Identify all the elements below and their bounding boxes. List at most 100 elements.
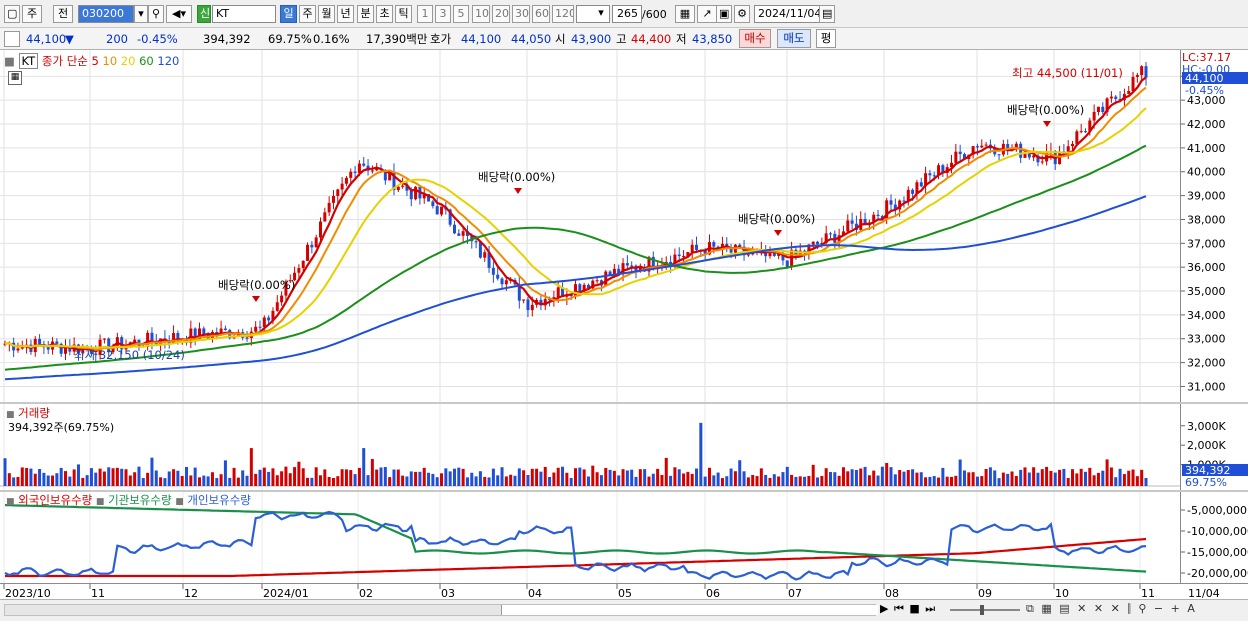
prev-mode-button[interactable]: 전 — [53, 5, 73, 23]
volume-bar — [513, 475, 517, 486]
candle-body — [55, 341, 59, 344]
volume-bar — [599, 475, 603, 486]
volume-bar — [349, 470, 353, 486]
price-chart-panel[interactable]: 최고 44,500 (11/01) 최저 32,150 (10/24) 배당락(0.… — [0, 50, 1180, 402]
interval-60-button[interactable]: 60 — [532, 5, 550, 23]
draw-tool-icon[interactable]: ↗ — [697, 5, 717, 23]
calendar-icon[interactable]: ▤ — [819, 5, 835, 23]
candle-body — [111, 346, 115, 353]
grid-icon[interactable]: ▦ — [1041, 602, 1054, 615]
candle-body — [1019, 143, 1023, 158]
interval-dropdown-icon[interactable]: ▾ — [598, 6, 604, 19]
candle-body — [703, 250, 707, 255]
candle-body — [46, 347, 50, 350]
period-week-button[interactable]: 주 — [299, 5, 316, 23]
grid-table-icon[interactable]: ▦ — [8, 71, 22, 85]
buy-button[interactable]: 매수 — [739, 29, 771, 48]
window-icon[interactable]: ▢ — [4, 5, 20, 23]
candle-body — [465, 231, 469, 236]
candle-body — [197, 328, 201, 340]
volume-panel[interactable]: ■ 거래량 394,392주(69.75%) — [0, 404, 1180, 490]
cross-alt2-icon[interactable]: ✕ — [1110, 602, 1122, 615]
copy-icon[interactable]: ⧉ — [1026, 602, 1036, 615]
eval-button[interactable]: 평 — [816, 29, 836, 48]
chart-tools-icon[interactable]: ▦ — [675, 5, 695, 23]
interval-30-button[interactable]: 30 — [512, 5, 530, 23]
split-icon[interactable]: ⫿ — [1127, 602, 1133, 615]
stop-icon[interactable]: ■ — [909, 602, 921, 615]
period-second-button[interactable]: 초 — [376, 5, 393, 23]
volume-chart[interactable] — [0, 404, 1180, 490]
week-mode-button[interactable]: 주 — [22, 5, 42, 23]
stock-name-field[interactable]: KT — [212, 5, 276, 23]
period-day-button[interactable]: 일 — [280, 5, 297, 23]
zoom-search-icon[interactable]: ⚲ — [1138, 602, 1149, 615]
volume-bar — [219, 474, 223, 486]
zoom-slider-handle[interactable] — [980, 605, 984, 615]
volume-bar — [1010, 471, 1014, 486]
cross-alt-icon[interactable]: ✕ — [1093, 602, 1106, 615]
price-legend: ■ KT 종가 단순 5 10 20 60 120 — [4, 53, 179, 69]
candle-body — [828, 233, 832, 235]
x-tick-label: 10 — [1055, 587, 1069, 600]
candle-body — [975, 146, 979, 148]
search-icon[interactable]: ⚲ — [148, 5, 164, 23]
volume-bar — [759, 468, 763, 486]
save-icon[interactable]: ▣ — [716, 5, 732, 23]
quote-bar: 44,100 ▼ 200 -0.45% 394,392 69.75% 0.16%… — [0, 28, 1248, 50]
volume-bar — [297, 461, 301, 486]
candle-body — [526, 299, 530, 311]
scroll-right-icon[interactable]: ▶ — [880, 602, 890, 615]
period-tick-button[interactable]: 틱 — [395, 5, 412, 23]
cross-icon[interactable]: ✕ — [1077, 602, 1089, 615]
candle-body — [306, 244, 310, 261]
last-page-icon[interactable]: ⏭ — [925, 602, 937, 615]
zoom-slider[interactable] — [950, 605, 1020, 615]
volume-bar — [798, 476, 802, 486]
candle-body — [625, 263, 629, 266]
price-chart[interactable]: 최고 44,500 (11/01) 최저 32,150 (10/24) 배당락(0.… — [0, 50, 1180, 402]
layout-icon[interactable]: ▤ — [1059, 602, 1072, 615]
volume-bar — [29, 468, 33, 486]
panel-toggle-icon[interactable] — [4, 31, 20, 47]
institution-holding-line — [4, 504, 1147, 573]
interval-120-button[interactable]: 120 — [552, 5, 574, 23]
count-input[interactable]: 265 — [612, 5, 642, 23]
interval-1-button[interactable]: 1 — [417, 5, 433, 23]
horizontal-scrollbar[interactable] — [4, 604, 878, 616]
date-input[interactable]: 2024/11/04 — [754, 5, 821, 23]
period-minute-button[interactable]: 분 — [357, 5, 374, 23]
holdings-chart[interactable] — [0, 492, 1180, 583]
zoom-out-icon[interactable]: − — [1153, 602, 1166, 615]
volume-bar — [595, 472, 599, 486]
period-year-button[interactable]: 년 — [337, 5, 354, 23]
open-price: 43,900 — [571, 32, 612, 46]
volume-bar — [1027, 472, 1031, 486]
stock-code-input[interactable]: 030200 — [78, 5, 134, 23]
scrollbar-thumb[interactable] — [501, 605, 878, 615]
zoom-in-icon[interactable]: + — [1170, 602, 1182, 615]
candle-body — [578, 284, 582, 292]
interval-10-button[interactable]: 10 — [472, 5, 490, 23]
volume-bar — [530, 468, 534, 486]
volume-bar — [176, 470, 180, 486]
volume-bar — [414, 471, 418, 486]
interval-5-button[interactable]: 5 — [453, 5, 469, 23]
interval-3-button[interactable]: 3 — [435, 5, 451, 23]
sell-button[interactable]: 매도 — [777, 29, 811, 48]
gear-icon[interactable]: ⚙ — [734, 5, 750, 23]
candle-body — [746, 254, 750, 256]
sound-icon[interactable]: ◀▾ — [166, 5, 192, 23]
period-month-button[interactable]: 월 — [318, 5, 335, 23]
volume-bar — [561, 466, 565, 486]
first-page-icon[interactable]: ⏮ — [893, 602, 905, 615]
volume-bar — [401, 475, 405, 486]
interval-20-button[interactable]: 20 — [492, 5, 510, 23]
font-size-icon[interactable]: A — [1187, 602, 1197, 615]
code-dropdown-icon[interactable]: ▾ — [134, 5, 148, 23]
custom-interval-input[interactable] — [576, 5, 610, 23]
volume-bar — [850, 469, 854, 486]
volume-bar — [262, 467, 266, 486]
holdings-panel[interactable]: ■ 외국인보유수량 ■ 기관보유수량 ■ 개인보유수량 — [0, 492, 1180, 583]
volume-bar — [496, 475, 500, 486]
